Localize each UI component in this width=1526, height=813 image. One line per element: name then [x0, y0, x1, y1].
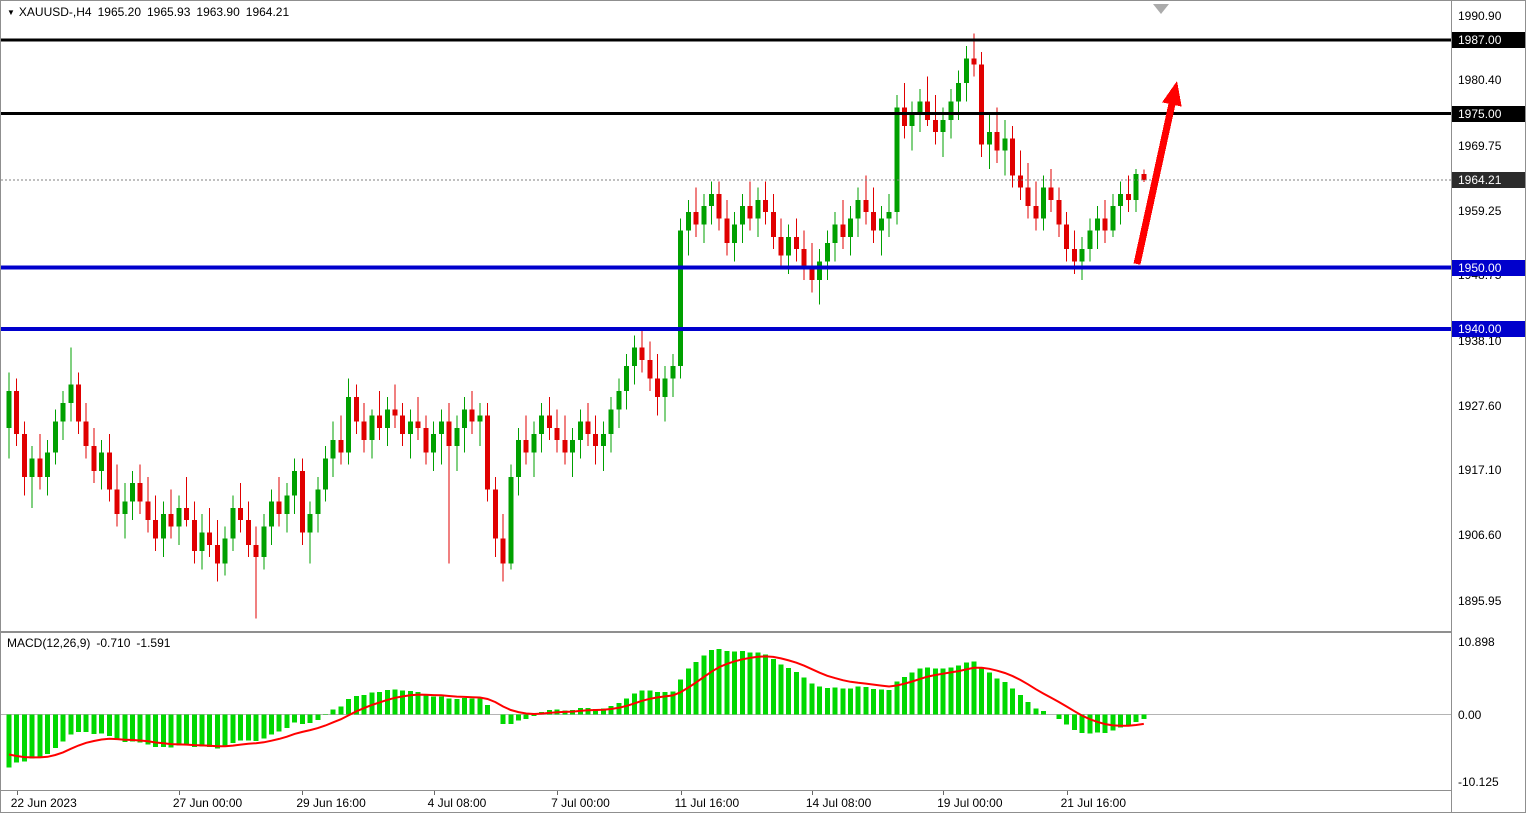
- time-tick-mark: [1066, 791, 1068, 795]
- price-tick-label: 1938.10: [1458, 333, 1502, 348]
- price-badge-1950.00: 1950.00: [1452, 259, 1525, 276]
- price-tick-label: 1969.75: [1458, 139, 1502, 154]
- macd-title: MACD(12,26,9): [7, 636, 91, 650]
- price-tick-label: 1959.25: [1458, 203, 1502, 218]
- time-tick-mark: [433, 791, 435, 795]
- ohlc-close: 1964.21: [245, 5, 290, 19]
- time-axis-label: 22 Jun 2023: [10, 796, 77, 810]
- symbol-timeframe-label: XAUUSD-,H4: [18, 5, 92, 19]
- time-axis-label: 27 Jun 00:00: [172, 796, 243, 810]
- time-axis-label: 7 Jul 00:00: [551, 796, 610, 810]
- price-axis[interactable]: 1990.901980.401969.751959.251948.751938.…: [1451, 1, 1525, 812]
- macd-histogram: [6, 648, 1147, 768]
- time-tick-mark: [178, 791, 180, 795]
- macd-tick-label: 10.898: [1458, 634, 1495, 649]
- price-tick-label: 1980.40: [1458, 73, 1502, 88]
- main-chart-pane[interactable]: ▼ XAUUSD-,H4 1965.20 1965.93 1963.90 1964.21: [1, 1, 1451, 631]
- time-tick-mark: [302, 791, 304, 795]
- time-axis-label: 4 Jul 08:00: [427, 796, 487, 810]
- macd-signal-line: [8, 655, 1144, 759]
- time-axis-label: 21 Jul 16:00: [1060, 796, 1127, 810]
- macd-main-value: -0.710: [96, 636, 131, 650]
- time-axis[interactable]: 22 Jun 2023 27 Jun 00:00 29 Jun 16:00 4 Jul…: [1, 790, 1451, 812]
- price-badge-1987.00: 1987.00: [1452, 31, 1525, 48]
- time-tick-mark: [811, 791, 813, 795]
- ohlc-low: 1963.90: [196, 5, 240, 19]
- price-tick-label: 1906.60: [1458, 527, 1502, 542]
- price-badge-1940.00: 1940.00: [1452, 321, 1525, 338]
- pane-separator[interactable]: [1, 631, 1451, 633]
- time-axis-label: 29 Jun 16:00: [296, 796, 366, 810]
- time-axis-label: 11 Jul 16:00: [674, 796, 740, 810]
- macd-chart[interactable]: [1, 633, 1451, 790]
- macd-readout: MACD(12,26,9) -0.710 -1.591: [7, 636, 176, 650]
- price-badge-1975.00: 1975.00: [1452, 105, 1525, 122]
- time-tick-mark: [16, 791, 18, 795]
- price-tick-label: 1917.10: [1458, 463, 1502, 478]
- time-tick-mark: [680, 791, 682, 795]
- current-price-badge: 1964.21: [1452, 172, 1525, 189]
- ohlc-open: 1965.20: [97, 5, 141, 19]
- time-tick-mark: [943, 791, 945, 795]
- time-tick-mark: [557, 791, 559, 795]
- chart-shift-marker[interactable]: [1153, 4, 1169, 14]
- price-tick-label: 1927.60: [1458, 398, 1502, 413]
- time-axis-label: 19 Jul 00:00: [937, 796, 1003, 810]
- symbol-dropdown-icon[interactable]: ▼: [7, 8, 15, 17]
- macd-tick-label: 0.00: [1458, 707, 1482, 722]
- macd-tick-label: -10.125: [1458, 775, 1499, 790]
- macd-pane[interactable]: MACD(12,26,9) -0.710 -1.591: [1, 633, 1451, 790]
- macd-signal-value: -1.591: [136, 636, 171, 650]
- time-axis-label: 14 Jul 08:00: [805, 796, 872, 810]
- chart-ohlc-readout: ▼ XAUUSD-,H4 1965.20 1965.93 1963.90 1964.21: [7, 5, 295, 19]
- candlestick-chart[interactable]: [1, 1, 1451, 631]
- candles-layer: [6, 33, 1147, 619]
- trend-arrow[interactable]: [1133, 81, 1182, 265]
- ohlc-high: 1965.93: [147, 5, 191, 19]
- price-tick-label: 1990.90: [1458, 8, 1502, 23]
- price-tick-label: 1895.95: [1458, 593, 1502, 608]
